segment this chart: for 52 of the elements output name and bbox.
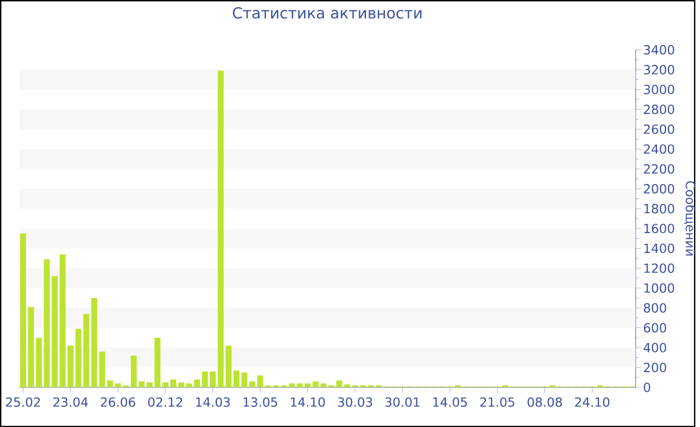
x-tick-label: 21.05 xyxy=(480,397,514,407)
x-tick-label: 25.02 xyxy=(6,397,40,407)
bar xyxy=(107,380,114,388)
bar xyxy=(130,355,137,388)
bar xyxy=(68,346,74,388)
bar xyxy=(162,382,168,388)
y-tick-label: 2600 xyxy=(644,124,674,134)
y-tick-label: 1400 xyxy=(644,243,674,254)
y-tick-label: 1200 xyxy=(644,263,674,273)
bar xyxy=(312,381,319,388)
x-tick-label: 14.10 xyxy=(291,397,325,407)
bar xyxy=(99,352,106,388)
bar xyxy=(138,381,145,388)
y-tick-label: 0 xyxy=(644,382,650,392)
y-tick-label: 3400 xyxy=(644,44,674,54)
x-tick-label: 14.03 xyxy=(196,397,230,407)
y-tick-label: 200 xyxy=(644,362,666,372)
x-tick-label: 13.05 xyxy=(244,397,278,407)
chart-title: Статистика активности xyxy=(232,7,422,19)
y-tick-label: 400 xyxy=(644,342,666,352)
bar xyxy=(154,338,160,388)
y-tick-label: 3000 xyxy=(644,84,674,94)
x-tick-label: 23.04 xyxy=(53,397,88,407)
y-tick-label: 2800 xyxy=(644,104,674,114)
x-tick-label: 30.03 xyxy=(338,397,372,407)
y-tick-label: 1600 xyxy=(644,224,674,234)
bar xyxy=(241,372,248,388)
bar xyxy=(226,346,232,388)
bar xyxy=(194,379,200,388)
x-tick-label: 26.06 xyxy=(100,397,136,407)
bar xyxy=(75,328,82,388)
bar xyxy=(28,306,34,388)
y-tick-label: 800 xyxy=(644,303,666,313)
y-tick-label: 1000 xyxy=(644,283,674,293)
bar xyxy=(202,371,208,388)
y-axis-title: Сообщений xyxy=(684,181,696,256)
x-tick-label: 08.08 xyxy=(528,397,562,407)
y-tick-label: 3200 xyxy=(644,64,674,74)
y-tick-label: 2400 xyxy=(644,144,674,154)
bar xyxy=(146,382,153,388)
x-tick-label: 30.01 xyxy=(385,397,420,407)
x-tick-label: 02.12 xyxy=(148,397,182,407)
bar xyxy=(60,254,66,388)
y-tick-label: 1800 xyxy=(644,204,674,214)
x-tick-label: 14.05 xyxy=(433,397,467,407)
bar xyxy=(36,338,42,388)
y-tick-label: 600 xyxy=(644,322,666,332)
bar xyxy=(20,233,26,388)
y-tick-label: 2000 xyxy=(644,184,674,194)
bar xyxy=(234,370,240,388)
y-tick-label: 2200 xyxy=(644,164,674,174)
x-tick-label: 24.10 xyxy=(575,397,610,407)
